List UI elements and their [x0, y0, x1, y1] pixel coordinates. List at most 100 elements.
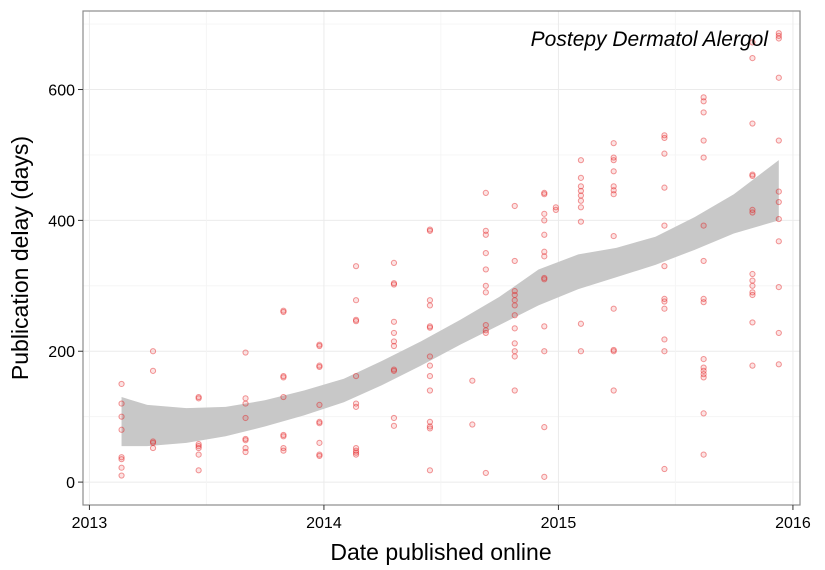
data-point	[511, 325, 518, 332]
data-point	[511, 353, 518, 360]
data-point	[775, 329, 782, 337]
data-point	[352, 451, 360, 458]
data-point	[390, 338, 398, 345]
data-point	[426, 323, 434, 330]
data-point	[541, 231, 548, 238]
data-point	[242, 435, 249, 443]
data-point	[280, 374, 287, 381]
data-point	[661, 298, 668, 305]
data-point	[661, 134, 668, 142]
data-point	[469, 421, 476, 428]
data-point	[390, 318, 398, 325]
data-point	[352, 316, 360, 323]
data-point	[511, 202, 518, 210]
data-point	[700, 374, 707, 381]
data-point	[749, 171, 756, 178]
data-point	[118, 426, 125, 433]
data-point	[426, 324, 434, 331]
data-point	[242, 437, 249, 444]
data-point	[352, 444, 360, 452]
data-point	[577, 192, 585, 199]
data-point	[511, 348, 518, 355]
data-point	[577, 218, 585, 225]
data-point	[426, 387, 434, 394]
data-point	[511, 340, 518, 347]
data-point	[511, 287, 518, 295]
y-tick-label: 0	[66, 475, 75, 492]
data-point	[700, 299, 707, 306]
data-point	[195, 451, 202, 458]
data-point	[195, 393, 202, 401]
data-point	[610, 140, 617, 147]
data-point	[541, 217, 548, 224]
data-point	[700, 410, 707, 417]
x-tick-label: 2016	[775, 515, 811, 532]
data-point	[118, 472, 125, 479]
data-point	[149, 367, 157, 374]
data-point	[316, 452, 323, 460]
data-point	[775, 32, 782, 39]
data-point	[700, 367, 707, 374]
data-point	[610, 187, 617, 194]
data-point	[661, 222, 668, 229]
data-point	[426, 373, 434, 380]
data-point	[749, 319, 756, 326]
data-point	[541, 191, 548, 198]
data-point	[390, 342, 398, 350]
data-point	[541, 276, 548, 283]
chart-annotation: Postepy Dermatol Alergol	[531, 28, 770, 51]
data-point	[749, 120, 756, 127]
data-point	[749, 39, 756, 46]
data-point	[610, 157, 617, 164]
data-point	[482, 327, 489, 334]
data-point	[352, 400, 360, 407]
data-point	[511, 387, 518, 394]
data-point	[482, 282, 489, 289]
data-point	[511, 257, 518, 265]
y-tick-label: 400	[48, 213, 75, 230]
smooth-confidence-band	[121, 160, 779, 447]
data-points	[118, 30, 782, 480]
data-point	[661, 150, 668, 157]
data-point	[426, 467, 434, 474]
data-point	[511, 312, 518, 319]
data-point	[749, 282, 756, 289]
data-point	[149, 438, 157, 445]
data-point	[390, 366, 398, 373]
x-tick-label: 2015	[541, 515, 577, 532]
data-point	[775, 361, 782, 368]
data-point	[749, 277, 756, 284]
data-point	[749, 289, 756, 296]
data-point	[352, 263, 360, 270]
data-point	[749, 209, 756, 216]
data-point	[577, 320, 585, 327]
data-point	[775, 137, 782, 144]
data-point	[195, 441, 202, 448]
data-point	[482, 321, 489, 329]
data-point	[482, 227, 489, 234]
data-point	[426, 362, 434, 369]
data-point	[118, 380, 125, 388]
data-point	[316, 451, 323, 458]
data-point	[242, 400, 249, 407]
data-point	[610, 183, 617, 190]
data-point	[541, 274, 548, 282]
data-point	[511, 297, 518, 304]
data-point	[700, 451, 707, 458]
data-point	[316, 342, 323, 350]
data-point	[118, 400, 125, 407]
data-point	[577, 174, 585, 181]
data-point	[352, 297, 360, 304]
data-point	[149, 439, 157, 446]
data-point	[426, 226, 434, 233]
data-point	[700, 355, 707, 363]
data-point	[316, 363, 323, 371]
data-point	[482, 231, 489, 238]
data-point	[775, 215, 782, 223]
confidence-band-area	[121, 160, 779, 447]
data-point	[661, 305, 668, 312]
data-point	[316, 420, 323, 427]
data-point	[577, 348, 585, 355]
data-point	[390, 280, 398, 287]
